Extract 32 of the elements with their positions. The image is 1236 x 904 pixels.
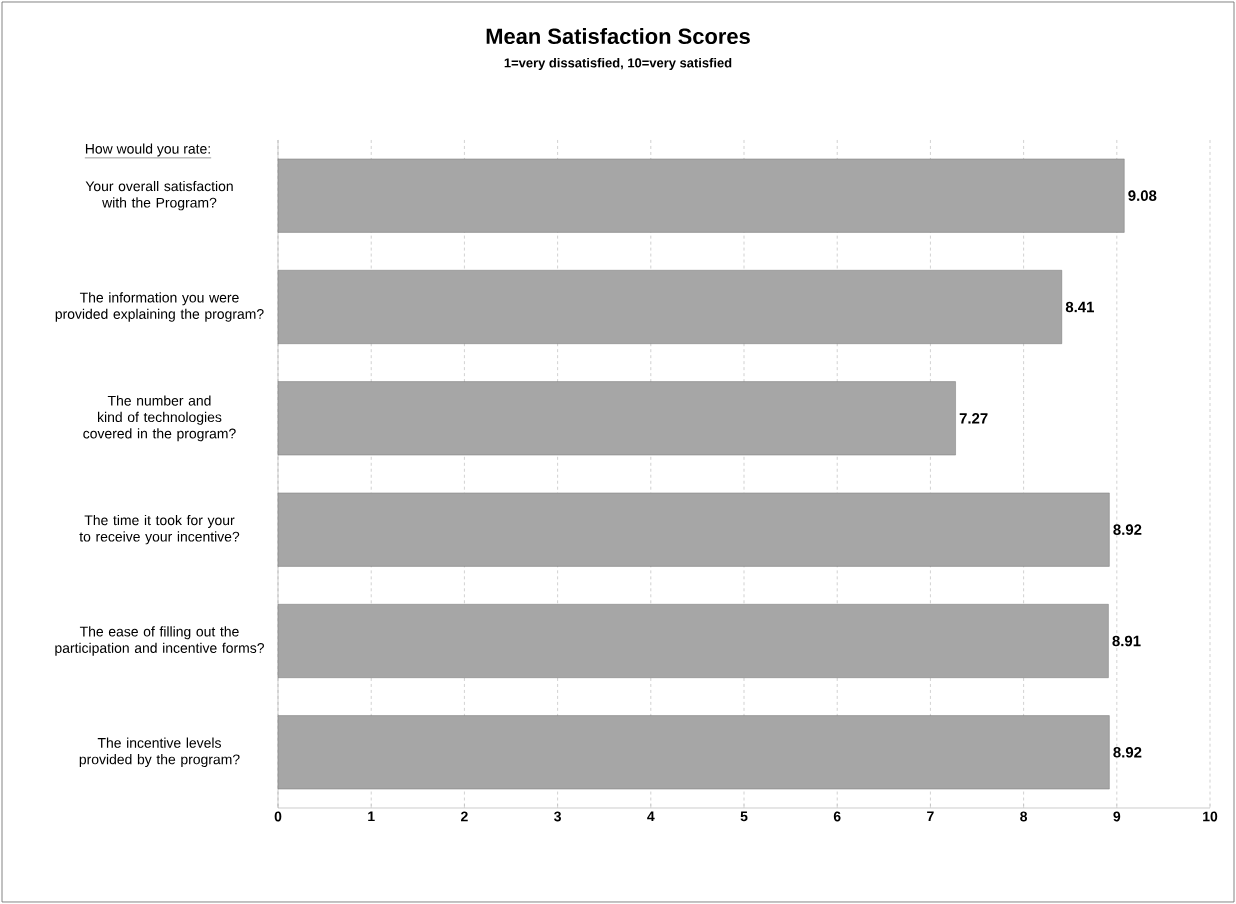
- x-tick-label: 1: [368, 811, 375, 822]
- bar: [277, 604, 1109, 678]
- bar: [277, 381, 956, 456]
- x-tick-label: 2: [461, 811, 468, 822]
- data-label: 7.27: [959, 413, 988, 424]
- bar: [277, 158, 1125, 233]
- bar: [277, 492, 1110, 567]
- chart-title: Mean Satisfaction Scores: [486, 27, 750, 45]
- y-tick-label: The ease of filling out the participation and incentive forms?: [55, 626, 264, 656]
- x-tick-label: 7: [927, 811, 934, 822]
- y-tick-label: Your overall satisfaction with the Program?: [85, 180, 233, 211]
- bar: [277, 715, 1110, 790]
- x-tick-label: 6: [833, 811, 841, 822]
- x-tick-label: 5: [740, 811, 748, 822]
- x-tick-label: 0: [274, 811, 282, 822]
- x-tick-label: 9: [1113, 811, 1121, 822]
- data-label: 8.92: [1113, 747, 1142, 758]
- y-tick-label: The incentive levels provided by the program?: [79, 737, 240, 768]
- x-tick-label: 3: [554, 811, 561, 822]
- x-tick-label: 8: [1020, 811, 1028, 822]
- bar: [277, 270, 1063, 344]
- data-label: 9.08: [1128, 190, 1157, 201]
- chart-subtitle: 1=very dissatisfied, 10=very satisfied: [504, 57, 732, 71]
- y-tick-label: The time it took for your to receive your incentive?: [79, 514, 240, 545]
- y-tick-label: The number and kind of technologies covered in the program?: [83, 395, 236, 442]
- data-label: 8.41: [1065, 301, 1095, 313]
- text: How would you rate:: [85, 143, 210, 157]
- data-label: 8.92: [1113, 524, 1142, 535]
- x-tick-label: 10: [1203, 811, 1218, 822]
- x-tick-label: 4: [647, 811, 655, 822]
- y-tick-label: The information you were provided explaining the program?: [55, 292, 264, 322]
- data-label: 8.91: [1112, 635, 1141, 647]
